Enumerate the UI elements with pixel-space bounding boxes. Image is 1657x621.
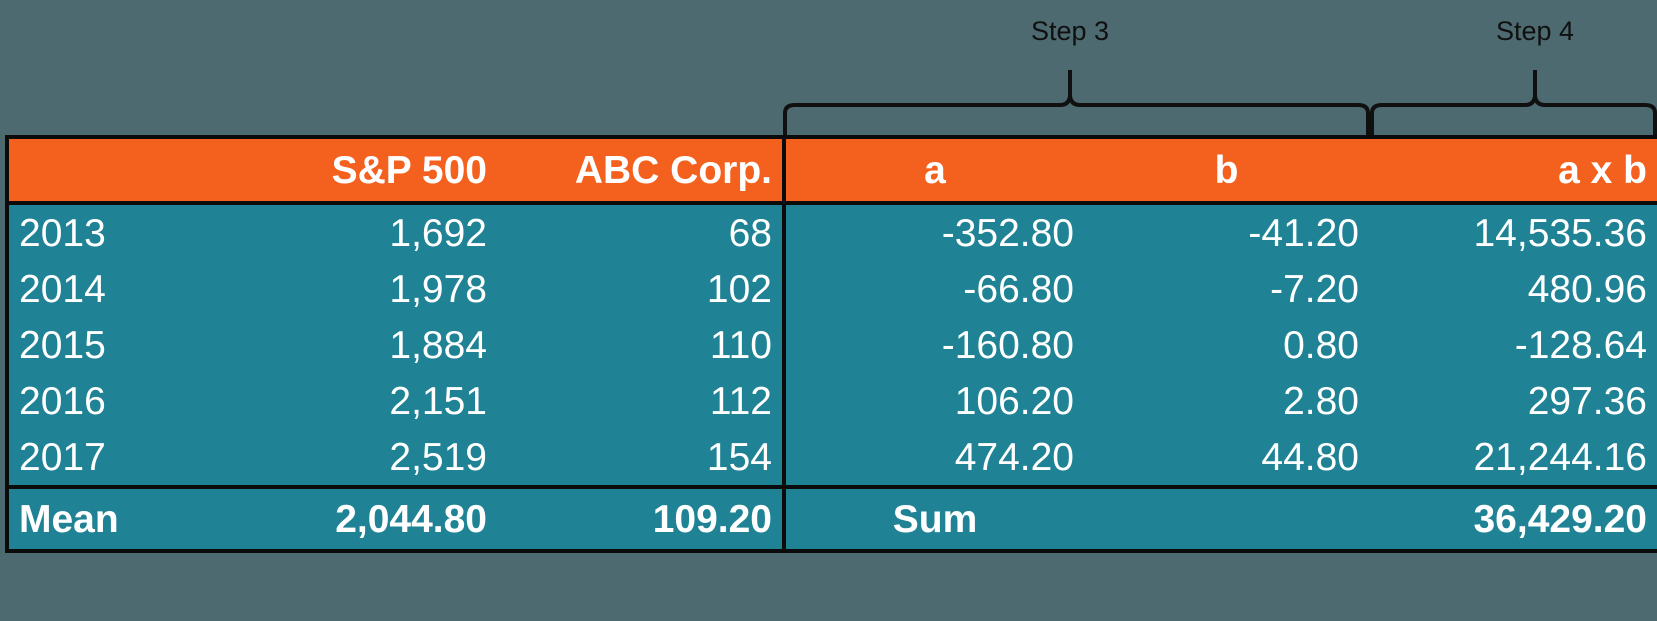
header-corner (5, 135, 222, 205)
step4-brace (1370, 70, 1657, 136)
cell-sp500: 1,884 (222, 317, 497, 373)
table-header-row: S&P 500 ABC Corp. a b a x b (5, 135, 1657, 205)
cell-year: 2017 (5, 429, 222, 487)
cell-year: 2013 (5, 203, 222, 261)
cell-year: 2015 (5, 317, 222, 373)
header-abc-corp: ABC Corp. (497, 135, 784, 205)
cell-a: 474.20 (782, 429, 1084, 487)
table-row: 2014 1,978 102 -66.80 -7.20 480.96 (5, 261, 1657, 317)
cell-a-times-b: 14,535.36 (1369, 203, 1657, 261)
header-sp500: S&P 500 (222, 135, 497, 205)
cell-mean-label: Mean (5, 485, 222, 553)
header-a: a (782, 135, 1084, 205)
header-b: b (1084, 135, 1369, 205)
step4-label: Step 4 (1495, 16, 1575, 46)
cell-a-times-b: 21,244.16 (1369, 429, 1657, 487)
cell-abc: 112 (497, 373, 784, 429)
cell-a: -66.80 (782, 261, 1084, 317)
cell-b: 44.80 (1084, 429, 1369, 487)
cell-sum-b (1084, 485, 1369, 553)
cell-a: -160.80 (782, 317, 1084, 373)
header-a-times-b: a x b (1369, 135, 1657, 205)
cell-b: -7.20 (1084, 261, 1369, 317)
cell-b: 2.80 (1084, 373, 1369, 429)
cell-year: 2014 (5, 261, 222, 317)
table-row: 2015 1,884 110 -160.80 0.80 -128.64 (5, 317, 1657, 373)
table-row: 2017 2,519 154 474.20 44.80 21,244.16 (5, 429, 1657, 487)
cell-b: 0.80 (1084, 317, 1369, 373)
cell-mean-abc: 109.20 (497, 485, 784, 553)
step3-label: Step 3 (1030, 16, 1110, 46)
cell-mean-sp500: 2,044.80 (222, 485, 497, 553)
cell-a: -352.80 (782, 203, 1084, 261)
table-summary-row: Mean 2,044.80 109.20 Sum 36,429.20 (5, 485, 1657, 553)
cell-abc: 154 (497, 429, 784, 487)
cell-sum-label: Sum (782, 485, 1084, 553)
statistics-table: S&P 500 ABC Corp. a b a x b 2013 1,692 6… (5, 135, 1657, 553)
cell-sp500: 2,519 (222, 429, 497, 487)
cell-b: -41.20 (1084, 203, 1369, 261)
cell-a-times-b: 480.96 (1369, 261, 1657, 317)
cell-a-times-b: 297.36 (1369, 373, 1657, 429)
cell-a: 106.20 (782, 373, 1084, 429)
cell-sp500: 1,978 (222, 261, 497, 317)
cell-abc: 102 (497, 261, 784, 317)
cell-abc: 110 (497, 317, 784, 373)
table-row: 2013 1,692 68 -352.80 -41.20 14,535.36 (5, 203, 1657, 261)
table-row: 2016 2,151 112 106.20 2.80 297.36 (5, 373, 1657, 429)
cell-sum-a-times-b: 36,429.20 (1369, 485, 1657, 553)
step3-brace (783, 70, 1370, 136)
cell-abc: 68 (497, 203, 784, 261)
cell-sp500: 1,692 (222, 203, 497, 261)
cell-sp500: 2,151 (222, 373, 497, 429)
statistics-table-container: S&P 500 ABC Corp. a b a x b 2013 1,692 6… (5, 135, 1657, 572)
cell-year: 2016 (5, 373, 222, 429)
cell-a-times-b: -128.64 (1369, 317, 1657, 373)
step-annotations (783, 70, 1657, 136)
